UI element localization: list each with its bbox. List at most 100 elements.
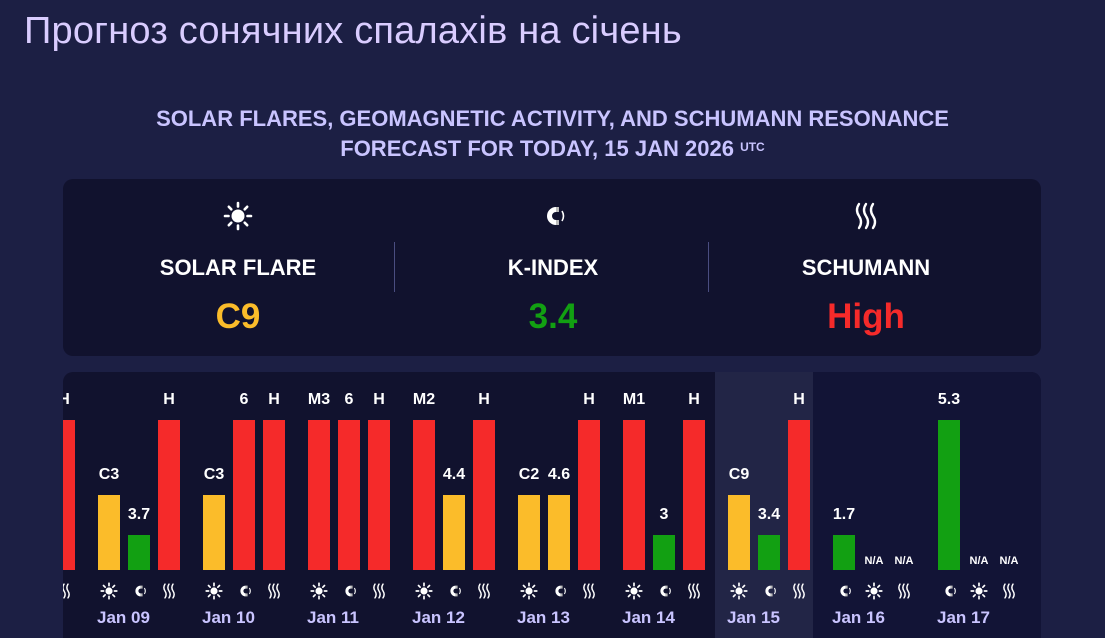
solar-flare-bar[interactable] [623,420,645,570]
k-index-bar[interactable] [758,535,780,570]
subtitle-line-2: FORECAST FOR TODAY, 15 JAN 2026 UTC [340,136,765,161]
magnet-icon [398,201,708,229]
k-index-bar[interactable] [548,495,570,570]
solar-flare-bar[interactable] [308,420,330,570]
schumann-bar[interactable] [263,420,285,570]
magnet-icon [833,580,855,602]
waves-icon [711,201,1021,230]
k-index-bar[interactable] [833,535,855,570]
day-date-label[interactable]: Jan 11 [307,608,359,627]
solar-flare-value-label: C3 [98,466,120,483]
k-index-value: 3.4 [528,297,578,336]
solar-flare-value: C9 [215,297,261,336]
k-index-value-label: 4.6 [547,466,571,483]
sun-icon [203,580,225,602]
day-date-label[interactable]: Jan 17 [937,608,990,627]
day-date-label[interactable]: Jan 12 [412,608,465,627]
daily-forecast-chart[interactable]: H Jan 08 C3 3.7 H Jan 09 C3 6 H Jan 10 M3 6 H Jan 11 M… [63,372,1041,638]
day-date-label[interactable]: Jan 15 [727,608,780,627]
today-summary-panel: SOLAR FLARE C9 K-INDEX 3.4 SCHU [63,179,1041,356]
sun-icon [968,580,990,602]
sun-icon [518,580,540,602]
summary-schumann: SCHUMANN High [711,179,1021,356]
magnet-icon [758,580,780,602]
k-index-label: K-INDEX [507,255,599,280]
solar-flare-value-label: C2 [518,466,540,483]
waves-icon [473,580,495,602]
waves-icon [158,580,180,602]
solar-flare-value-label: M3 [307,391,331,408]
k-index-value-label: 3.7 [127,506,151,523]
day-date-label[interactable]: Jan 10 [202,608,255,627]
solar-flare-value-label: M2 [412,391,436,408]
schumann-value-label: H [63,391,70,408]
schumann-bar[interactable] [473,420,495,570]
k-index-bar[interactable] [128,535,150,570]
schumann-value-label: H [478,391,490,408]
k-index-bar[interactable] [443,495,465,570]
na-label: N/A [864,555,884,567]
day-date-label[interactable]: Jan 16 [832,608,885,627]
waves-icon [788,580,810,602]
schumann-bar[interactable] [788,420,810,570]
na-label: N/A [969,555,989,567]
schumann-bar[interactable] [578,420,600,570]
waves-icon [683,580,705,602]
k-index-value-label: 4.4 [442,466,466,483]
utc-label: UTC [740,140,765,154]
schumann-value-label: H [688,391,700,408]
solar-flare-bar[interactable] [203,495,225,570]
solar-flare-bar[interactable] [413,420,435,570]
solar-flare-label: SOLAR FLARE [159,255,317,280]
magnet-icon [338,580,360,602]
schumann-value: High [827,297,905,336]
k-index-value-label: 1.7 [832,506,856,523]
subtitle-line-1: SOLAR FLARES, GEOMAGNETIC ACTIVITY, AND … [156,106,949,131]
sun-icon [98,580,120,602]
schumann-bar[interactable] [158,420,180,570]
magnet-icon [653,580,675,602]
summary-divider [708,242,709,292]
solar-flare-bar[interactable] [728,495,750,570]
magnet-icon [128,580,150,602]
solar-flare-value-label: M1 [622,391,646,408]
sun-icon [83,201,393,231]
waves-icon [368,580,390,602]
schumann-value-label: H [373,391,385,408]
magnet-icon [233,580,255,602]
solar-flare-bar[interactable] [98,495,120,570]
k-index-value-label: 5.3 [937,391,961,408]
schumann-label: SCHUMANN [801,255,931,280]
solar-flare-bar[interactable] [518,495,540,570]
waves-icon [893,580,915,602]
schumann-value-label: H [163,391,175,408]
sun-icon [863,580,885,602]
summary-divider [394,242,395,292]
schumann-value-label: H [793,391,805,408]
k-index-bar[interactable] [653,535,675,570]
waves-icon [998,580,1020,602]
sun-icon [413,580,435,602]
k-index-bar[interactable] [233,420,255,570]
waves-icon [63,580,75,602]
k-index-value-label: 6 [344,391,354,408]
forecast-subtitle: SOLAR FLARES, GEOMAGNETIC ACTIVITY, AND … [0,104,1105,164]
na-label: N/A [894,555,914,567]
schumann-bar[interactable] [368,420,390,570]
solar-flare-value-label: C3 [203,466,225,483]
waves-icon [263,580,285,602]
day-date-label[interactable]: Jan 09 [97,608,150,627]
schumann-bar[interactable] [683,420,705,570]
schumann-bar[interactable] [63,420,75,570]
magnet-icon [443,580,465,602]
schumann-value-label: H [583,391,595,408]
k-index-bar[interactable] [938,420,960,570]
day-date-label[interactable]: Jan 14 [622,608,675,627]
na-label: N/A [999,555,1019,567]
k-index-bar[interactable] [338,420,360,570]
magnet-icon [938,580,960,602]
forecast-highlight [813,372,1041,638]
day-date-label[interactable]: Jan 13 [517,608,570,627]
day-date-label[interactable]: Jan 08 [63,608,82,628]
page-title: Прогноз сонячних спалахів на січень [24,10,682,52]
